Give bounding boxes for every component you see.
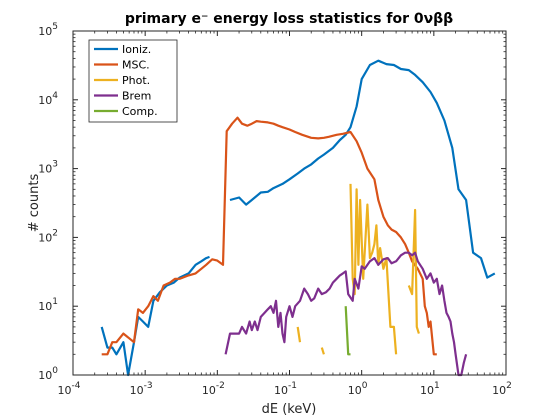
legend-label-4: Comp. xyxy=(122,105,158,118)
x-tick-label-4: 100 xyxy=(348,381,368,397)
x-tick-label-2: 10-2 xyxy=(202,381,225,397)
series-layer xyxy=(100,59,496,377)
legend-label-2: Phot. xyxy=(122,74,150,87)
series-msc xyxy=(101,116,437,356)
axes-box xyxy=(72,30,507,376)
x-axis-label: dE (keV) xyxy=(262,402,317,417)
series-line-0-1 xyxy=(229,59,496,279)
series-line-2-0 xyxy=(296,326,302,343)
x-tick-label-0: 10-4 xyxy=(58,381,81,397)
legend-label-3: Brem xyxy=(122,90,151,103)
series-comp xyxy=(344,306,351,356)
y-tick-label-4: 104 xyxy=(38,91,58,107)
x-tick-label-6: 102 xyxy=(492,381,512,397)
series-brem xyxy=(224,251,468,377)
series-line-2-3 xyxy=(407,208,420,334)
y-tick-label-2: 102 xyxy=(38,228,58,244)
legend: Ioniz. MSC. Phot. Brem Comp. xyxy=(88,39,178,123)
series-ioniz xyxy=(100,59,496,377)
y-axis-label: # counts xyxy=(27,174,42,233)
series-line-4-0 xyxy=(344,306,351,356)
legend-label-1: MSC. xyxy=(122,59,150,72)
y-tick-label-3: 103 xyxy=(38,160,58,176)
y-tick-label-1: 101 xyxy=(38,297,58,313)
x-tick-label-3: 10-1 xyxy=(274,381,297,397)
chart-title: primary e⁻ energy loss statistics for 0ν… xyxy=(125,11,453,27)
series-line-0-0 xyxy=(100,255,210,377)
x-tick-label-1: 10-3 xyxy=(130,381,153,397)
series-line-2-1 xyxy=(320,347,325,355)
y-tick-label-0: 100 xyxy=(38,366,58,382)
x-tick-label-5: 101 xyxy=(420,381,440,397)
legend-label-0: Ioniz. xyxy=(122,43,151,56)
y-tick-label-5: 105 xyxy=(38,22,58,38)
series-line-3-0 xyxy=(224,251,468,377)
series-line-1-0 xyxy=(101,116,437,356)
